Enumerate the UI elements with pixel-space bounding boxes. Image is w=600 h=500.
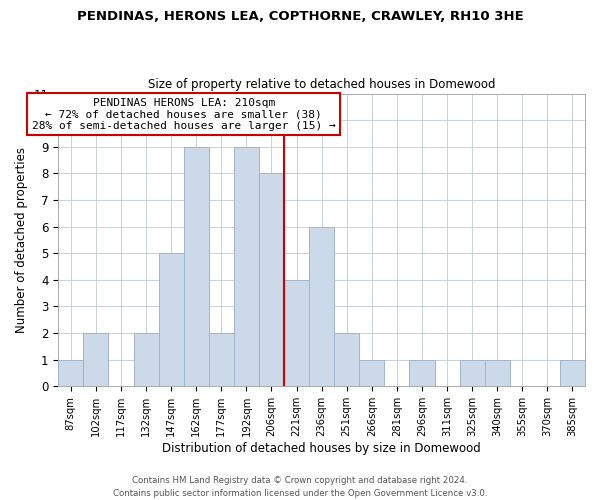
Bar xyxy=(209,333,234,386)
Bar xyxy=(460,360,485,386)
Y-axis label: Number of detached properties: Number of detached properties xyxy=(15,147,28,333)
Bar xyxy=(58,360,83,386)
Bar xyxy=(560,360,585,386)
X-axis label: Distribution of detached houses by size in Domewood: Distribution of detached houses by size … xyxy=(162,442,481,455)
Bar xyxy=(83,333,109,386)
Bar xyxy=(134,333,158,386)
Bar xyxy=(284,280,309,386)
Bar xyxy=(359,360,385,386)
Bar xyxy=(409,360,434,386)
Bar xyxy=(184,147,209,386)
Bar xyxy=(309,226,334,386)
Text: PENDINAS, HERONS LEA, COPTHORNE, CRAWLEY, RH10 3HE: PENDINAS, HERONS LEA, COPTHORNE, CRAWLEY… xyxy=(77,10,523,23)
Bar xyxy=(485,360,510,386)
Text: PENDINAS HERONS LEA: 210sqm
← 72% of detached houses are smaller (38)
28% of sem: PENDINAS HERONS LEA: 210sqm ← 72% of det… xyxy=(32,98,335,130)
Bar xyxy=(158,254,184,386)
Text: Contains HM Land Registry data © Crown copyright and database right 2024.
Contai: Contains HM Land Registry data © Crown c… xyxy=(113,476,487,498)
Bar xyxy=(334,333,359,386)
Title: Size of property relative to detached houses in Domewood: Size of property relative to detached ho… xyxy=(148,78,496,91)
Bar xyxy=(259,174,284,386)
Bar xyxy=(234,147,259,386)
